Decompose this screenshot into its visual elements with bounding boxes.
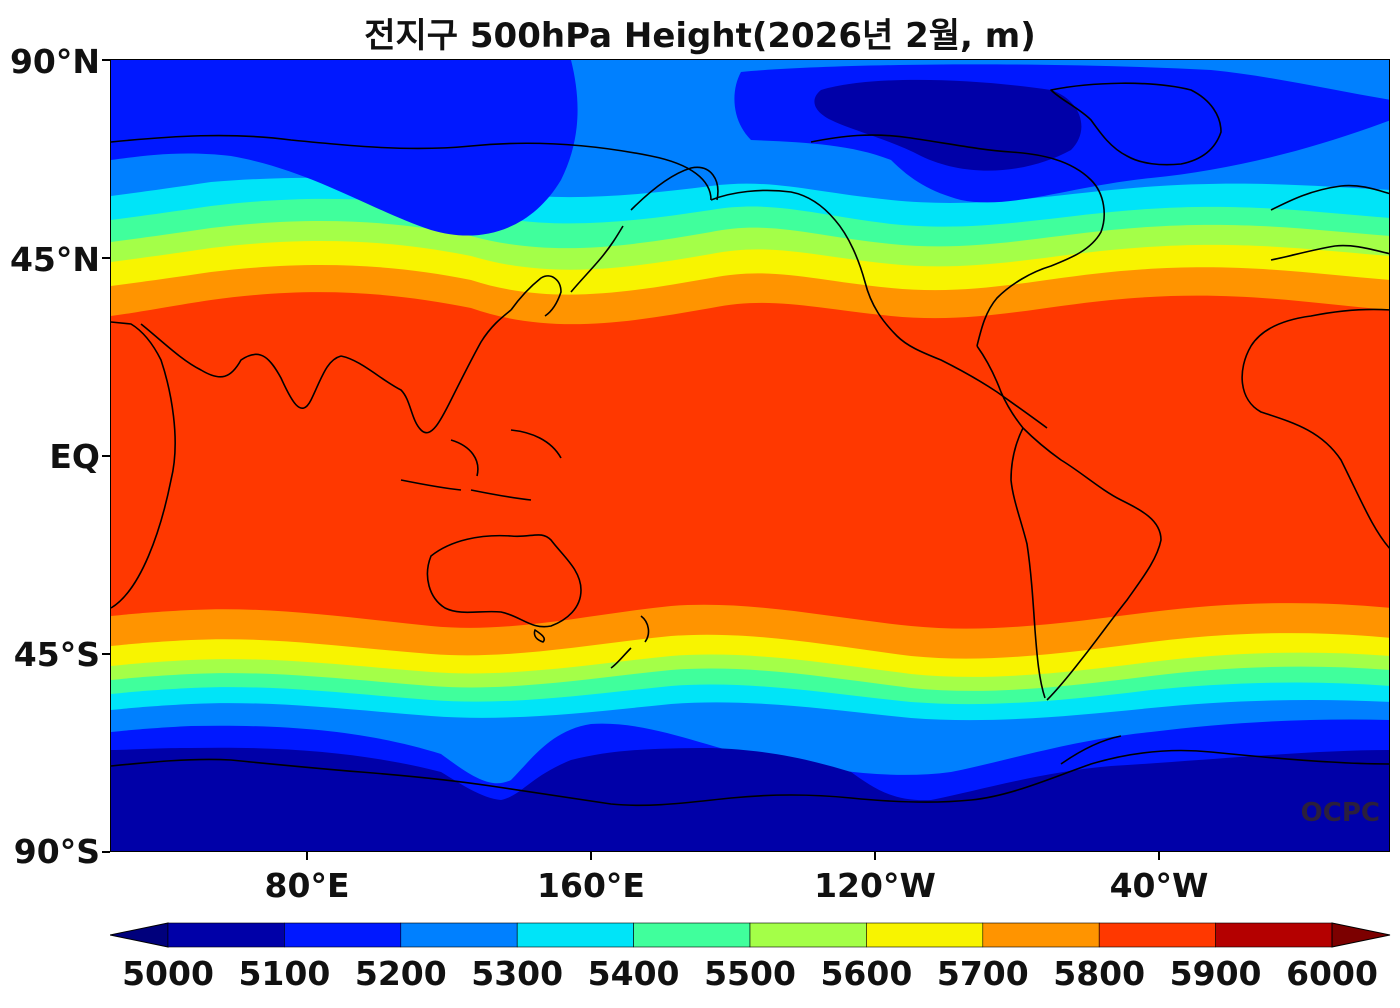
x-tick-label-40w: 40°W <box>1109 866 1209 905</box>
colorbar-segment <box>633 922 751 948</box>
colorbar-label: 5600 <box>820 954 913 993</box>
colorbar-label: 5400 <box>587 954 680 993</box>
height-map <box>110 59 1390 852</box>
x-tick-label-160e: 160°E <box>537 866 645 905</box>
y-tick-label-90n: 90°N <box>9 42 100 81</box>
colorbar-segment <box>866 922 984 948</box>
colorbar-segment <box>284 922 402 948</box>
colorbar-label: 5300 <box>471 954 564 993</box>
y-tick-label-45s: 45°S <box>13 635 100 674</box>
y-tick-label-45n: 45°N <box>9 240 100 279</box>
colorbar-label: 5700 <box>936 954 1029 993</box>
colorbar <box>110 922 1391 948</box>
x-tick-label-80e: 80°E <box>264 866 350 905</box>
colorbar-segment <box>516 922 634 948</box>
map-title: 전지구 500hPa Height(2026년 2월, m) <box>364 16 1036 56</box>
y-tick-label-eq: EQ <box>49 437 100 476</box>
colorbar-segment <box>749 922 867 948</box>
colorbar-segment <box>982 922 1100 948</box>
x-tick-label-120w: 120°W <box>814 866 936 905</box>
colorbar-label: 5100 <box>238 954 331 993</box>
colorbar-label: 5900 <box>1169 954 1262 993</box>
colorbar-segment <box>400 922 518 948</box>
colorbar-segment <box>167 922 285 948</box>
colorbar-over-arrow <box>1331 922 1391 948</box>
colorbar-segment <box>1215 922 1333 948</box>
ocpc-watermark: OCPC <box>1300 798 1380 828</box>
colorbar-label: 5000 <box>122 954 214 993</box>
colorbar-label: 5500 <box>704 954 796 993</box>
y-tick-label-90s: 90°S <box>13 832 100 871</box>
colorbar-label: 6000 <box>1286 954 1378 993</box>
colorbar-label: 5800 <box>1053 954 1146 993</box>
colorbar-label: 5200 <box>354 954 447 993</box>
colorbar-under-arrow <box>110 922 169 948</box>
colorbar-segment <box>1098 922 1216 948</box>
